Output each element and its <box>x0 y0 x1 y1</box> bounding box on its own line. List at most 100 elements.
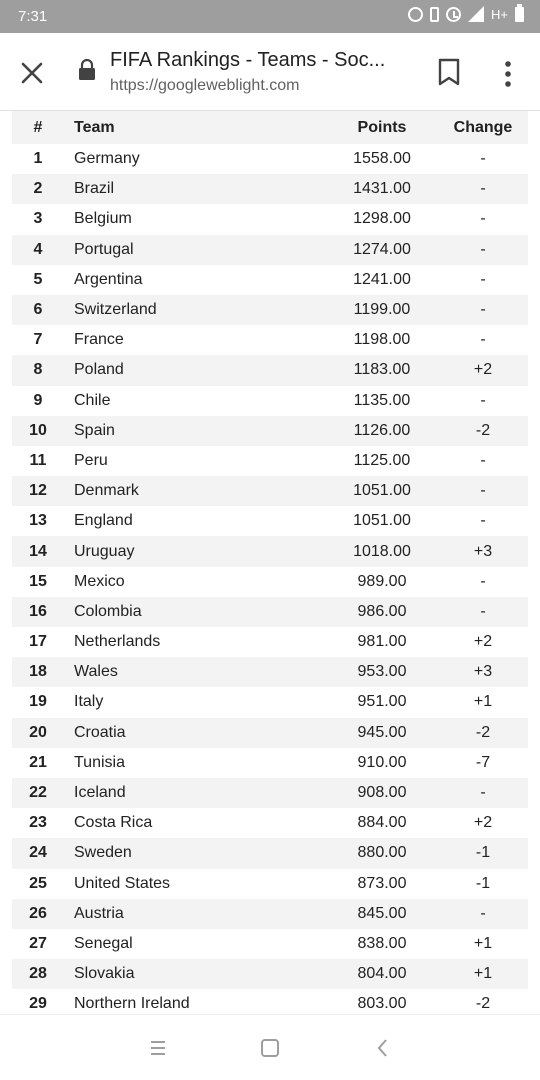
page-content[interactable]: # Team Points Change 1 Germany 1558.00-2 Br… <box>12 111 528 1014</box>
home-icon <box>261 1039 279 1057</box>
change-cell: +2 <box>473 361 493 379</box>
bookmark-button[interactable] <box>436 57 462 87</box>
back-icon <box>377 1039 387 1057</box>
rank-cell: 10 <box>29 421 47 439</box>
table-row: 17 Netherlands 981.00 +2 <box>12 627 528 657</box>
change-cell: +2 <box>473 814 493 832</box>
rank-cell: 8 <box>33 361 43 379</box>
rank-cell: 15 <box>29 572 47 590</box>
vibrate-icon <box>430 6 440 22</box>
change-cell: -2 <box>475 995 491 1013</box>
points-cell: 1298.00 <box>353 210 411 228</box>
points-cell: 986.00 <box>357 602 407 620</box>
rank-cell: 17 <box>29 633 47 651</box>
table-row: 27 Senegal 838.00 +1 <box>12 929 528 959</box>
points-cell: 1183.00 <box>353 361 411 379</box>
lock-icon <box>79 59 95 80</box>
rank-cell: 20 <box>29 723 47 741</box>
change-cell: - <box>480 301 486 319</box>
table-row: 14 Uruguay 1018.00 +3 <box>12 536 528 567</box>
team-cell: Poland <box>74 361 124 379</box>
rank-cell: 11 <box>29 451 47 469</box>
rank-cell: 1 <box>33 150 43 168</box>
change-cell: - <box>480 150 486 168</box>
signal-icon <box>468 6 485 22</box>
points-cell: 873.00 <box>357 874 407 892</box>
change-cell: -1 <box>475 844 491 862</box>
status-time: 7:31 <box>18 8 48 25</box>
home-button[interactable] <box>258 1037 282 1059</box>
battery-icon <box>515 3 524 22</box>
rank-cell: 7 <box>33 331 43 349</box>
rank-cell: 24 <box>29 844 47 862</box>
rank-cell: 26 <box>29 904 47 922</box>
alarm-icon <box>446 6 462 22</box>
team-cell: Tunisia <box>74 753 125 771</box>
points-cell: 1274.00 <box>353 240 411 258</box>
back-button[interactable] <box>371 1037 395 1059</box>
rank-cell: 25 <box>29 874 47 892</box>
page-url: https://googleweblight.com <box>110 77 300 94</box>
team-cell: Portugal <box>74 240 134 258</box>
change-cell: - <box>480 391 486 409</box>
table-row: 6 Switzerland 1199.00 - <box>12 294 528 326</box>
team-cell: Netherlands <box>74 633 161 651</box>
rank-cell: 14 <box>29 542 47 560</box>
table-row: 1 Germany 1558.00 - <box>12 144 528 174</box>
team-cell: Chile <box>74 391 111 409</box>
more-vert-icon <box>505 61 511 87</box>
overflow-menu-button[interactable] <box>496 57 520 91</box>
recents-icon <box>151 1041 165 1055</box>
rank-cell: 22 <box>29 784 47 802</box>
rank-cell: 18 <box>29 663 47 681</box>
header-change: Change <box>453 118 513 136</box>
change-cell: - <box>480 240 486 258</box>
change-cell: - <box>480 512 486 530</box>
team-cell: Spain <box>74 421 115 439</box>
change-cell: - <box>480 482 486 500</box>
rank-cell: 16 <box>29 602 47 620</box>
title-block[interactable]: FIFA Rankings - Teams - Soc... https://g… <box>110 49 410 95</box>
rank-cell: 27 <box>29 934 47 952</box>
rankings-table: # Team Points Change 1 Germany 1558.00-2 Br… <box>12 111 528 1014</box>
rank-cell: 29 <box>29 995 47 1013</box>
rank-cell: 5 <box>33 270 43 288</box>
change-cell: - <box>480 270 486 288</box>
team-cell: Italy <box>74 693 104 711</box>
team-cell: Senegal <box>74 934 133 952</box>
table-row: 24 Sweden 880.00 -1 <box>12 838 528 869</box>
team-cell: England <box>74 512 133 530</box>
close-button[interactable] <box>14 55 50 91</box>
points-cell: 804.00 <box>357 965 407 983</box>
change-cell: +1 <box>473 965 493 983</box>
table-row: 8 Poland 1183.00 +2 <box>12 355 528 386</box>
table-row: 9 Chile 1135.00 - <box>12 386 528 416</box>
table-row: 5 Argentina 1241.00 - <box>12 265 528 295</box>
recents-button[interactable] <box>146 1037 170 1059</box>
network-type: H+ <box>491 6 508 22</box>
system-nav-bar <box>0 1014 540 1080</box>
points-cell: 845.00 <box>357 904 407 922</box>
team-cell: Uruguay <box>74 542 135 560</box>
table-row: 7 France 1198.00 - <box>12 325 528 355</box>
points-cell: 945.00 <box>357 723 407 741</box>
change-cell: - <box>480 784 486 802</box>
team-cell: Slovakia <box>74 965 135 983</box>
team-cell: Belgium <box>74 210 132 228</box>
table-row: 19 Italy 951.00 +1 <box>12 687 528 717</box>
team-cell: Iceland <box>74 784 126 802</box>
team-cell: Sweden <box>74 844 132 862</box>
change-cell: - <box>480 451 486 469</box>
change-cell: -7 <box>475 753 491 771</box>
header-rank: # <box>33 118 43 136</box>
team-cell: Colombia <box>74 602 142 620</box>
team-cell: Mexico <box>74 572 125 590</box>
table-row: 29 Northern Ireland 803.00 -2 <box>12 989 528 1014</box>
points-cell: 951.00 <box>357 693 407 711</box>
table-row: 2 Brazil 1431.00 - <box>12 174 528 205</box>
table-row: 15 Mexico 989.00 - <box>12 567 528 597</box>
rank-cell: 19 <box>29 693 47 711</box>
table-row: 20 Croatia 945.00 -2 <box>12 717 528 748</box>
rank-cell: 4 <box>33 240 43 258</box>
team-cell: Denmark <box>74 482 139 500</box>
